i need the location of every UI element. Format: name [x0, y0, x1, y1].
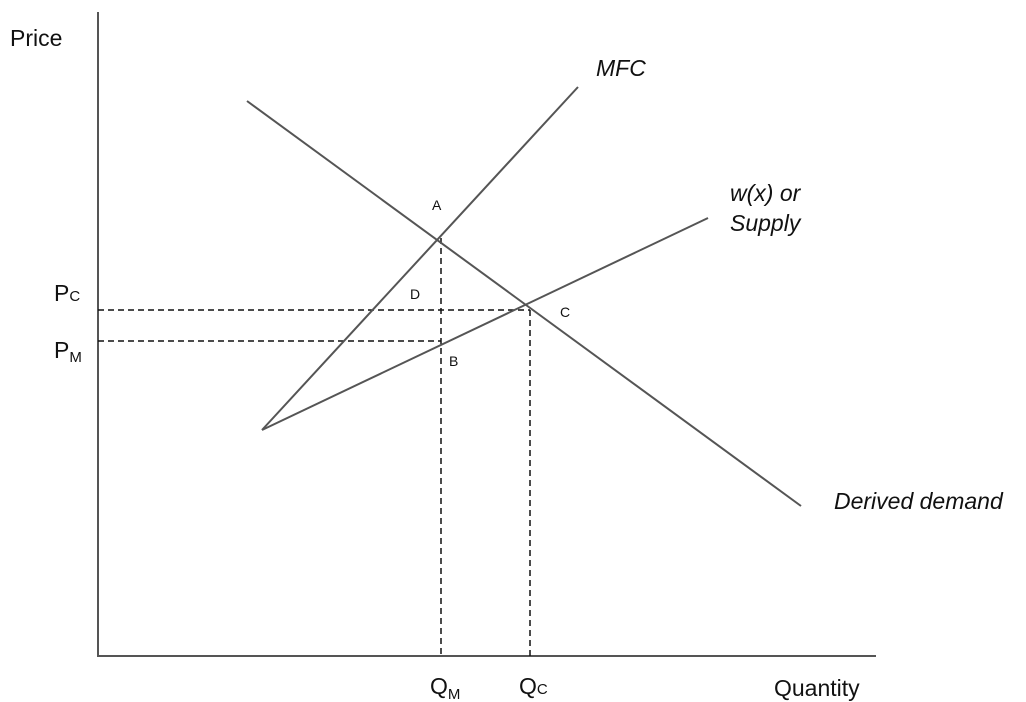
point-c-label: C [560, 304, 570, 320]
qc-tick-main: Q [519, 673, 537, 699]
qm-tick-label: QM [430, 673, 460, 702]
mfc-label: MFC [596, 55, 646, 81]
derived-demand-label: Derived demand [834, 488, 1004, 514]
pm-tick-label: PM [54, 337, 82, 366]
derived-demand-curve [246, 100, 802, 507]
point-b-label: B [449, 353, 458, 369]
supply-label-line1: w(x) or [730, 180, 802, 206]
supply-label-line2: Supply [730, 210, 802, 236]
pm-tick-sub: M [69, 349, 82, 366]
qc-tick-label: QC [519, 673, 548, 699]
x-axis-title: Quantity [774, 675, 860, 701]
qc-tick-sub: C [537, 681, 548, 698]
point-a-label: A [432, 197, 442, 213]
mfc-curve [261, 86, 579, 431]
qm-tick-main: Q [430, 673, 448, 699]
y-axis-title: Price [10, 25, 62, 51]
pc-tick-sub: C [69, 288, 80, 305]
pm-tick-main: P [54, 337, 69, 363]
pc-tick-label: PC [54, 280, 80, 306]
supply-curve [261, 217, 709, 431]
point-d-label: D [410, 286, 420, 302]
qm-tick-sub: M [448, 686, 461, 702]
pc-tick-main: P [54, 280, 69, 306]
